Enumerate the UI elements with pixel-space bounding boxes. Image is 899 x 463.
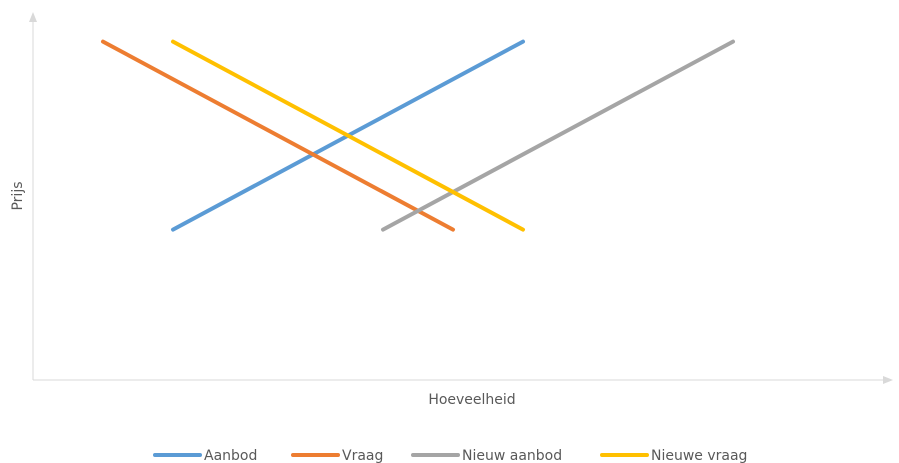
x-axis-arrow [883,376,893,384]
legend: Aanbod Vraag Nieuw aanbod Nieuwe vraag [153,448,747,463]
axes [29,12,893,384]
x-axis-title: Hoeveelheid [428,392,515,408]
legend-item-nieuwe-vraag[interactable]: Nieuwe vraag [600,448,747,463]
legend-label-nieuw-aanbod: Nieuw aanbod [462,448,562,463]
y-axis-title: Prijs [10,181,26,210]
legend-label-vraag: Vraag [342,448,383,463]
legend-item-nieuw-aanbod[interactable]: Nieuw aanbod [411,448,562,463]
legend-label-aanbod: Aanbod [204,448,257,463]
series-lines [101,39,735,232]
legend-item-aanbod[interactable]: Aanbod [153,448,257,463]
series-line-nieuw-aanbod [381,39,735,232]
series-line-nieuwe-vraag [171,39,525,232]
legend-item-vraag[interactable]: Vraag [291,448,383,463]
legend-label-nieuwe-vraag: Nieuwe vraag [651,448,747,463]
series-line-vraag [101,39,455,232]
y-axis-arrow [29,12,37,22]
